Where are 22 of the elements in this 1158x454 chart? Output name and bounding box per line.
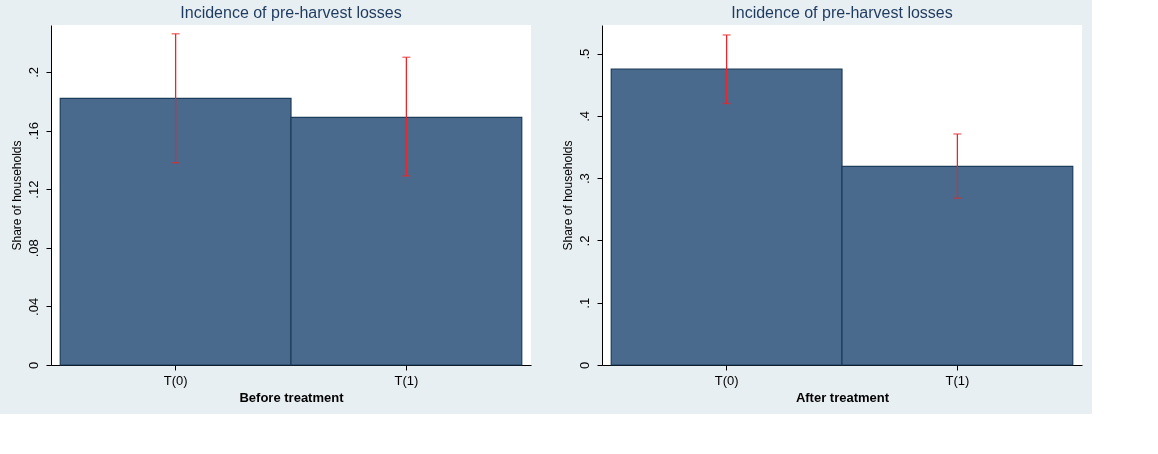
y-tick-label: .2: [576, 235, 592, 247]
x-axis-title: After treatment: [795, 389, 890, 405]
y-tick-label: .2: [25, 66, 41, 78]
x-tick-label: T(0): [163, 372, 188, 388]
y-axis-title: Share of households: [560, 140, 575, 251]
y-tick-label: 0: [25, 361, 41, 370]
y-tick-label: 0: [576, 361, 592, 370]
y-tick-label: .12: [25, 180, 41, 199]
y-tick-label: .4: [576, 110, 592, 122]
y-tick-label: .1: [576, 297, 592, 309]
y-tick-label: .16: [25, 121, 41, 141]
y-tick-label: .08: [25, 239, 41, 258]
x-axis-title: Before treatment: [239, 389, 345, 405]
chart-title: Incidence of pre-harvest losses: [731, 4, 953, 21]
y-tick-label: .04: [25, 297, 41, 316]
x-tick-label: T(1): [945, 372, 970, 388]
y-tick-label: .5: [576, 48, 592, 60]
y-tick-label: .3: [576, 173, 592, 185]
y-axis-title: Share of households: [9, 140, 24, 251]
x-tick-label: T(1): [394, 372, 419, 388]
chart-title: Incidence of pre-harvest losses: [180, 4, 402, 21]
x-tick-label: T(0): [714, 372, 739, 388]
